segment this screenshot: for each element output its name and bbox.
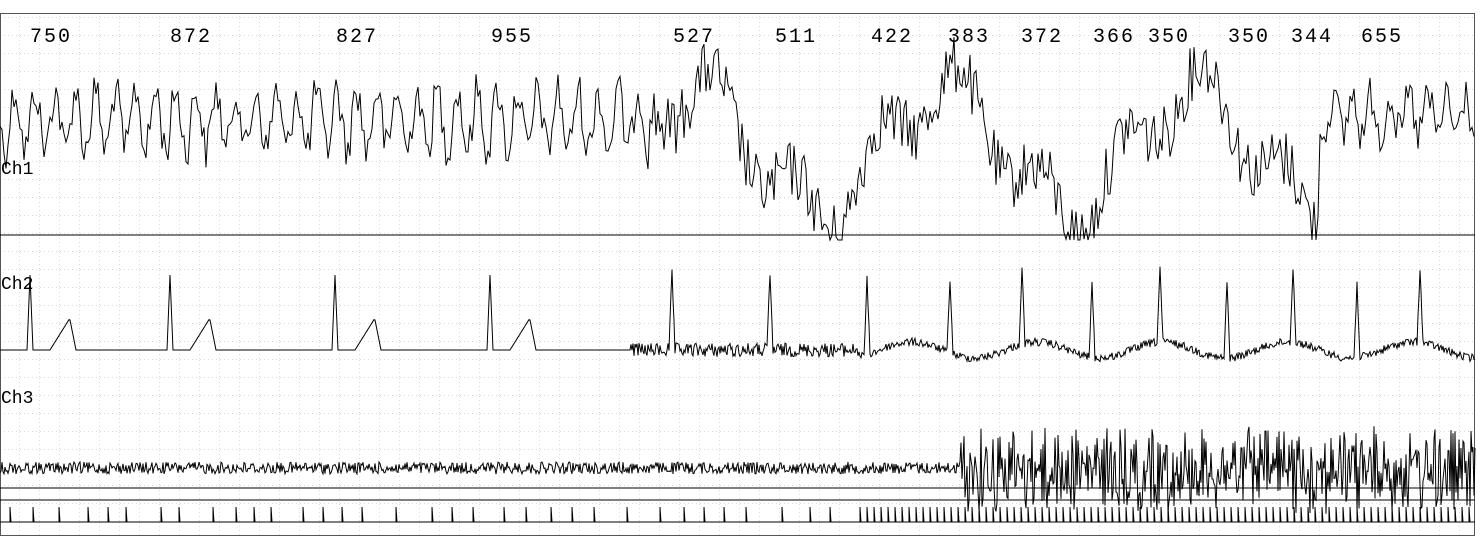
grid	[0, 13, 1475, 536]
interval-label: 372	[1021, 26, 1063, 49]
channel-label: Ch3	[1, 389, 33, 409]
interval-labels: 750 872 827 955 527 511 422 383 372 366 …	[30, 26, 1403, 49]
interval-label: 511	[775, 26, 817, 49]
interval-label: 955	[491, 26, 533, 49]
ch2-trace	[0, 266, 1476, 363]
interval-label: 750	[30, 26, 72, 49]
channel-label: Ch1	[1, 160, 33, 180]
marker-trace	[0, 506, 1475, 523]
interval-label: 366	[1093, 26, 1135, 49]
channel-label: Ch2	[1, 275, 33, 295]
interval-label: 350	[1148, 26, 1190, 49]
interval-label: 655	[1361, 26, 1403, 49]
interval-label: 422	[871, 26, 913, 49]
ch3-trace	[0, 426, 1476, 514]
interval-label: 827	[336, 26, 378, 49]
interval-label: 344	[1291, 26, 1333, 49]
interval-label: 383	[948, 26, 990, 49]
interval-label: 872	[170, 26, 212, 49]
interval-label: 350	[1228, 26, 1270, 49]
interval-label: 527	[673, 26, 715, 49]
ch1-trace	[0, 37, 1475, 242]
